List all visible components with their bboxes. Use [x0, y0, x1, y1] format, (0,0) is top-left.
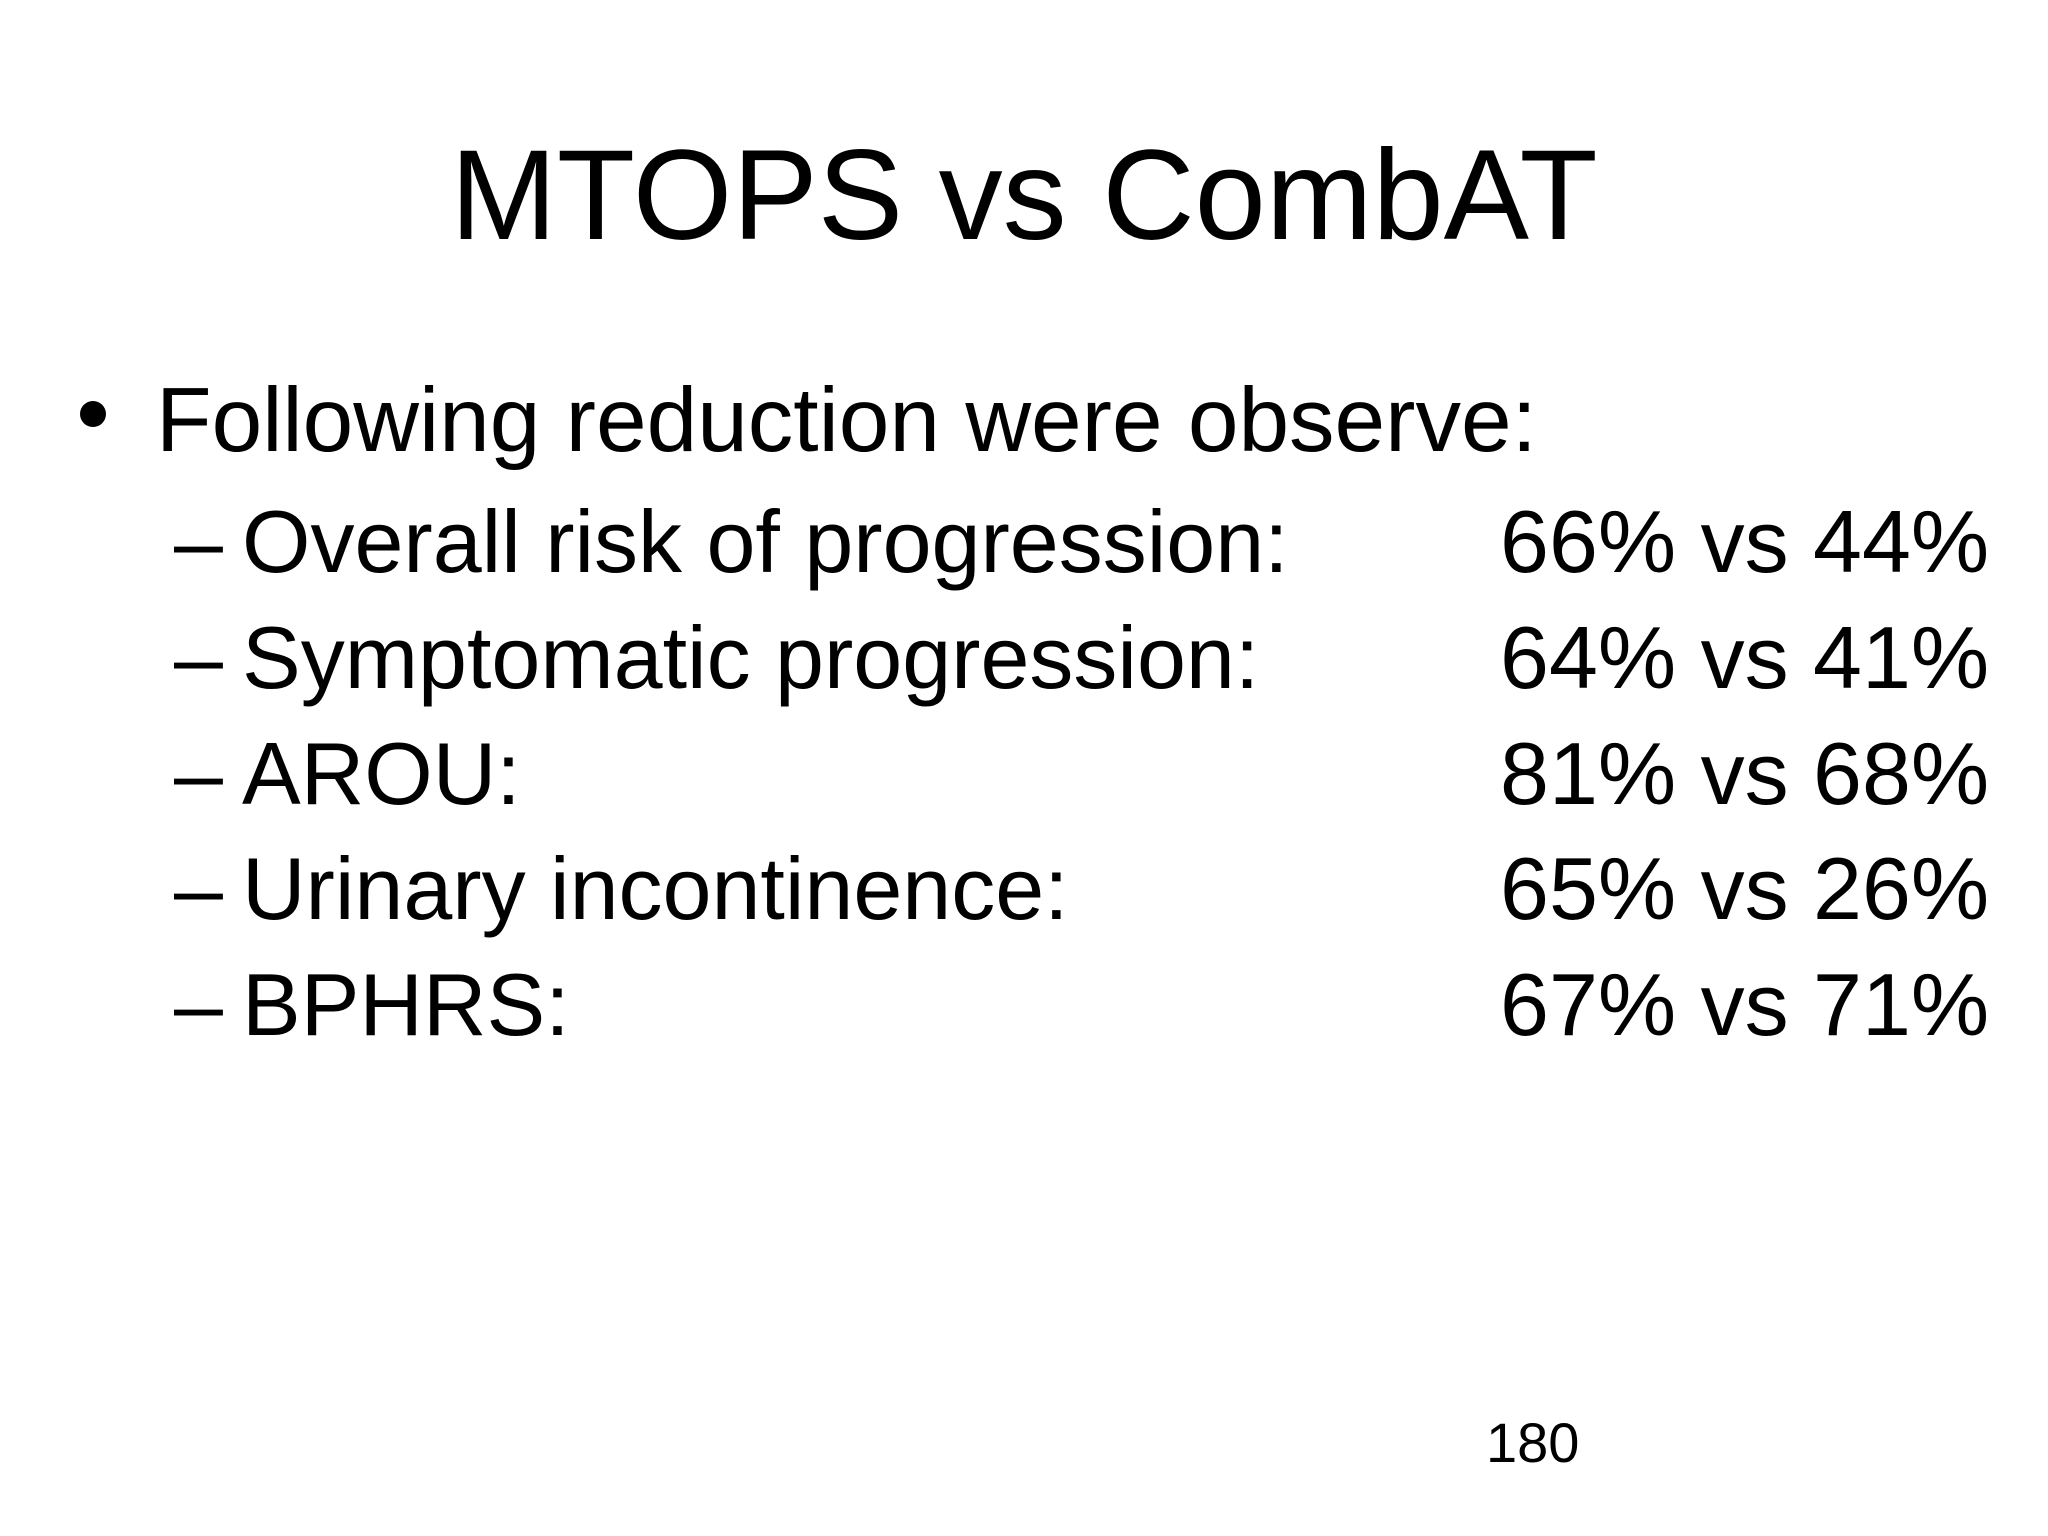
bullet-text: Following reduction were observe: — [156, 370, 1537, 471]
item-label: Symptomatic progression: — [242, 608, 1260, 707]
item-label: Urinary incontinence: — [242, 839, 1069, 938]
bullet-icon — [80, 401, 106, 427]
list-item: – BPHRS: 67% vs 71% — [174, 961, 2048, 1049]
dash-icon: – — [174, 839, 223, 938]
item-value: 81% vs 68% — [1500, 724, 1990, 823]
item-label: Overall risk of progression: — [242, 492, 1289, 591]
dash-icon: – — [174, 492, 223, 591]
item-label: BPHRS: — [242, 955, 570, 1054]
item-value: 65% vs 26% — [1500, 839, 1990, 938]
list-item: – Overall risk of progression: 66% vs 44% — [174, 498, 2048, 586]
item-value: 67% vs 71% — [1500, 955, 1990, 1054]
item-value: 64% vs 41% — [1500, 608, 1990, 707]
item-value: 66% vs 44% — [1500, 492, 1990, 591]
item-label: AROU: — [242, 724, 521, 823]
list-item: – Symptomatic progression: 64% vs 41% — [174, 614, 2048, 702]
dash-icon: – — [174, 724, 223, 823]
dash-icon: – — [174, 608, 223, 707]
page-number: 180 — [1486, 1411, 1580, 1474]
dash-icon: – — [174, 955, 223, 1054]
slide-title: MTOPS vs CombAT — [450, 124, 1598, 267]
list-item: – Urinary incontinence: 65% vs 26% — [174, 845, 2048, 933]
list-item: – AROU: 81% vs 68% — [174, 730, 2048, 818]
